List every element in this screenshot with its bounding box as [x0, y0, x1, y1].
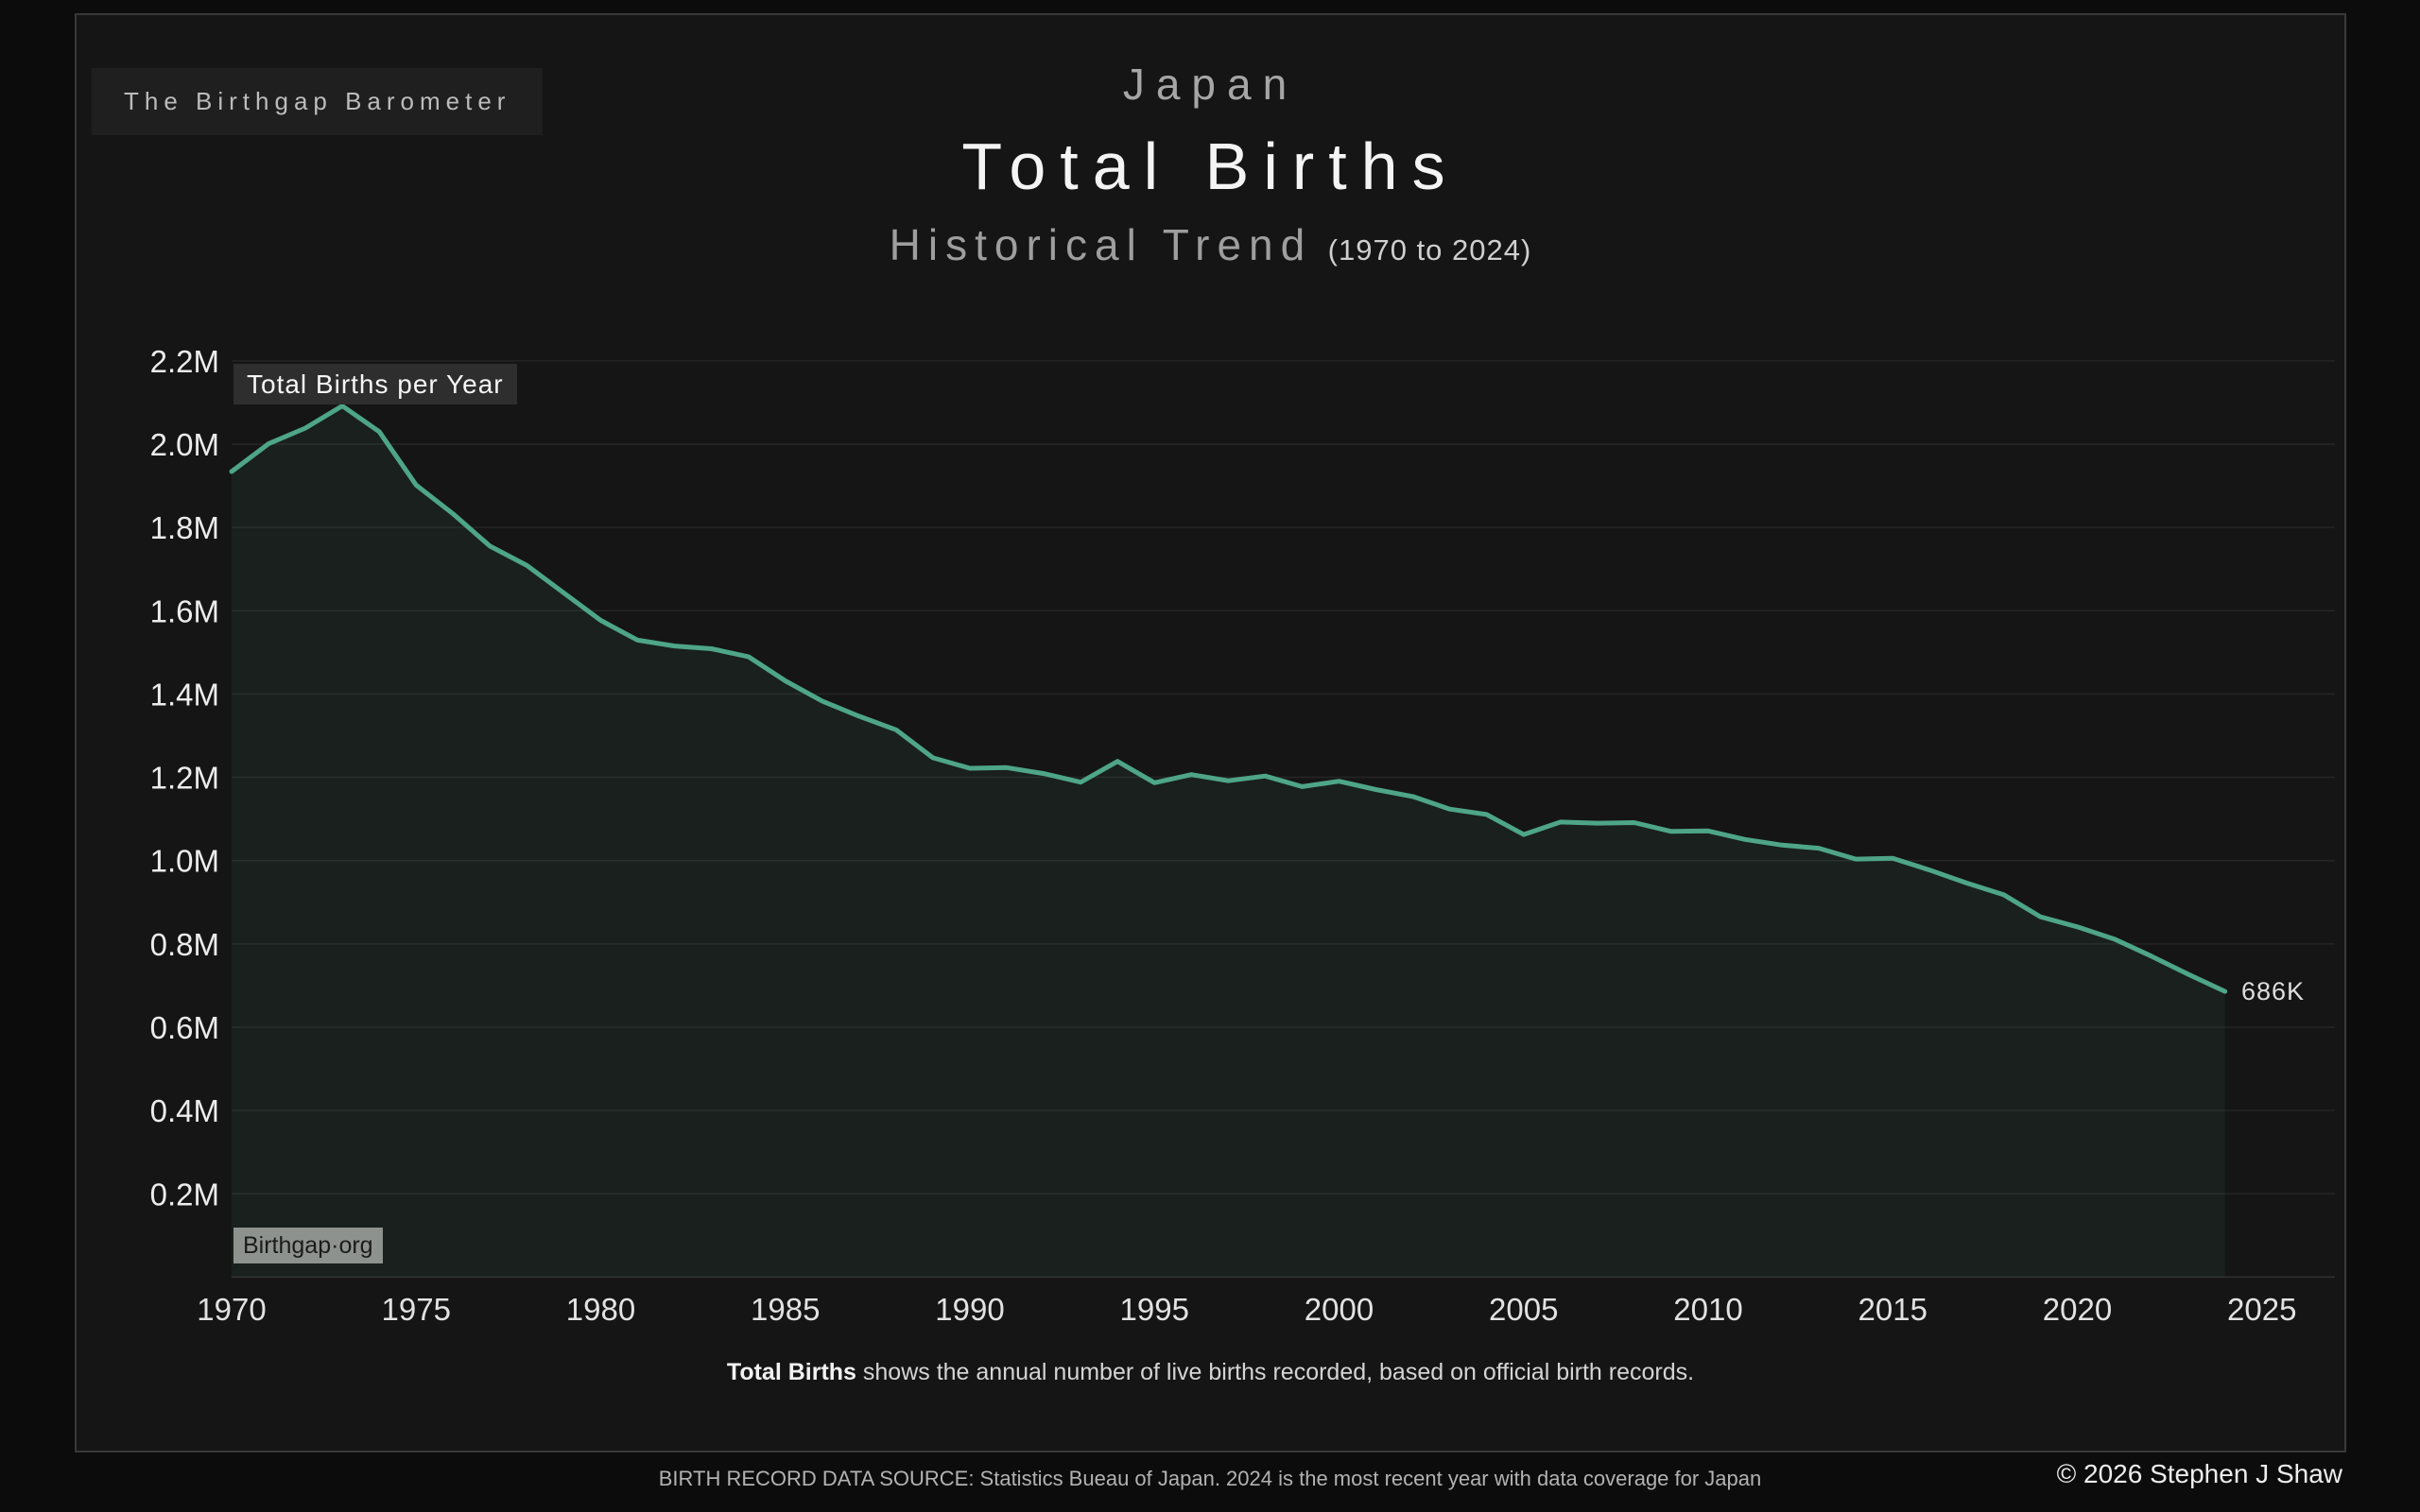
x-axis-label: 2025	[2227, 1292, 2296, 1327]
y-axis-label: 1.4M	[150, 677, 219, 712]
x-axis-label: 1970	[197, 1292, 266, 1327]
title-subtitle: Historical Trend	[889, 220, 1313, 269]
y-axis-label: 0.4M	[150, 1093, 219, 1128]
y-axis-label: 2.2M	[150, 344, 219, 379]
x-axis-label: 1995	[1120, 1292, 1189, 1327]
caption-term: Total Births	[726, 1359, 856, 1385]
x-axis-label: 2000	[1305, 1292, 1374, 1327]
births-line-chart[interactable]: 0.2M 0.4M 0.6M 0.8M 1.0M 1.2M 1.4M 1.6M 1.8M 2.0M…	[77, 15, 2344, 1451]
y-axis-label: 0.6M	[150, 1010, 219, 1045]
births-area	[232, 405, 2225, 1278]
series-label-badge: Total Births per Year	[233, 364, 517, 404]
x-axis-label: 1990	[935, 1292, 1004, 1327]
copyright-notice: © 2026 Stephen J Shaw	[2056, 1459, 2342, 1488]
title-block: Japan Total Births Historical Trend (197…	[77, 59, 2344, 270]
x-axis-label: 1985	[751, 1292, 820, 1327]
x-axis-label: 2015	[1858, 1292, 1927, 1327]
chart-caption: Total Births shows the annual number of …	[77, 1359, 2344, 1386]
y-axis-label: 1.8M	[150, 510, 219, 545]
data-source-note: BIRTH RECORD DATA SOURCE: Statistics Bue…	[658, 1467, 1762, 1490]
brand-label: The Birthgap Barometer	[124, 87, 511, 115]
y-axis-label: 1.6M	[150, 593, 219, 628]
last-value-label: 686K	[2241, 977, 2306, 1005]
x-axis-label: 1975	[382, 1292, 451, 1327]
x-axis-label: 2020	[2043, 1292, 2112, 1327]
title-sub-row: Historical Trend (1970 to 2024)	[77, 219, 2344, 270]
births-line	[229, 404, 2228, 994]
y-axis-label: 0.2M	[150, 1177, 219, 1211]
y-axis-label: 0.8M	[150, 927, 219, 962]
watermark-badge: Birthgap·org	[233, 1228, 383, 1263]
x-axis-label: 1980	[566, 1292, 635, 1327]
page-title: Total Births	[961, 129, 1460, 203]
brand-badge: The Birthgap Barometer	[92, 68, 544, 135]
y-axis-label: 1.0M	[150, 844, 219, 879]
y-axis-label: 1.2M	[150, 761, 219, 796]
y-axis-label: 2.0M	[150, 427, 219, 462]
caption-text: shows the annual number of live births r…	[856, 1359, 1695, 1385]
title-country: Japan	[1122, 60, 1299, 109]
title-year-range: (1970 to 2024)	[1327, 233, 1532, 266]
x-axis-label: 2010	[1673, 1292, 1742, 1327]
dashboard-card: The Birthgap Barometer Japan Total Birth…	[75, 13, 2346, 1452]
x-axis-label: 2005	[1489, 1292, 1558, 1327]
